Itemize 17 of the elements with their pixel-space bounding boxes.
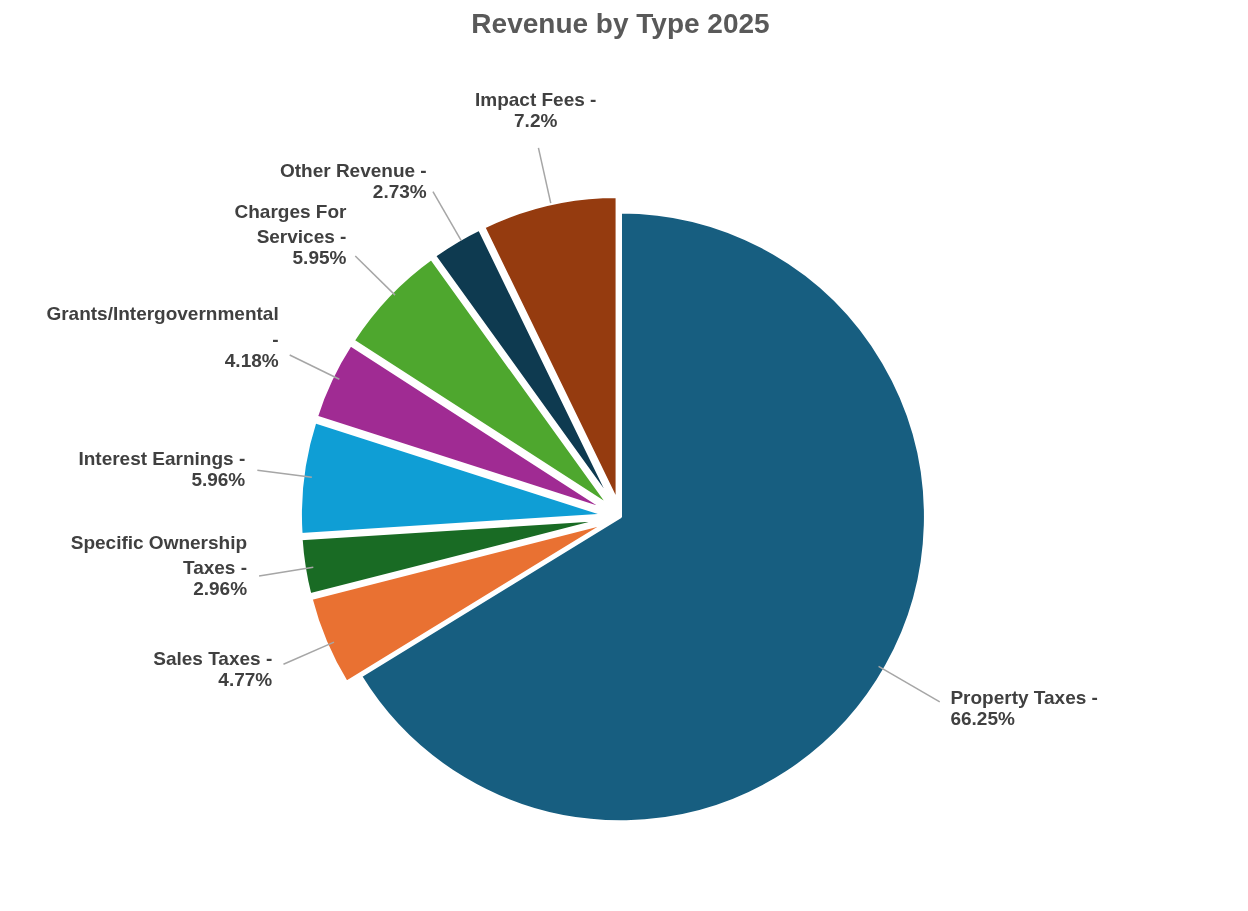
slice-label: Grants/Intergovernmental - bbox=[46, 303, 279, 350]
data-label: 4.77% bbox=[218, 669, 273, 691]
data-label: 5.96% bbox=[191, 468, 246, 490]
slice-label: Sales Taxes - bbox=[153, 648, 273, 670]
chart-title: Revenue by Type 2025 bbox=[471, 7, 770, 39]
data-label: 4.18% bbox=[224, 349, 279, 371]
slice-label: Impact Fees - bbox=[474, 89, 597, 111]
slice-label: Other Revenue - bbox=[279, 159, 427, 181]
data-label: 66.25% bbox=[950, 708, 1015, 730]
data-label: 7.2% bbox=[514, 110, 558, 132]
slice-label: Specific Ownership Taxes - bbox=[70, 531, 248, 579]
slice-label: Charges For Services - bbox=[234, 201, 348, 248]
data-label: 5.95% bbox=[292, 247, 347, 269]
slice-label: Property Taxes - bbox=[950, 687, 1098, 709]
slice-label: Interest Earnings - bbox=[78, 447, 246, 469]
data-label: 2.96% bbox=[193, 578, 248, 600]
data-label: 2.73% bbox=[372, 180, 427, 202]
